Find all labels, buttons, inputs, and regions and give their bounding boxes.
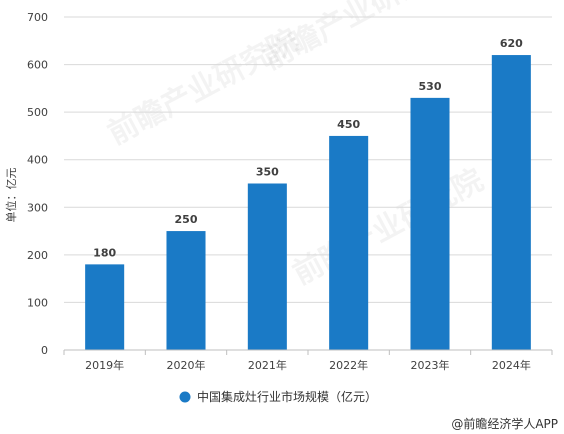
legend[interactable]: 中国集成灶行业市场规模（亿元）	[179, 389, 378, 404]
y-tick-label: 700	[27, 11, 48, 24]
bar[interactable]	[491, 55, 531, 351]
data-label: 450	[337, 118, 360, 131]
y-tick-label: 400	[27, 154, 48, 167]
y-tick-label: 100	[27, 296, 48, 309]
watermark-text: 前瞻产业研究院	[287, 163, 489, 292]
bar[interactable]	[166, 231, 206, 350]
y-tick-label: 200	[27, 249, 48, 262]
x-tick-label: 2022年	[329, 358, 368, 372]
gridlines	[64, 16, 552, 303]
x-tick-label: 2020年	[167, 358, 206, 372]
x-tick-label: 2024年	[492, 358, 531, 372]
bar[interactable]	[247, 183, 287, 351]
x-tick-label: 2021年	[248, 358, 287, 372]
legend-label: 中国集成灶行业市场规模（亿元）	[197, 389, 377, 404]
source-credit: @前瞻经济学人APP	[451, 416, 558, 431]
y-tick-label: 500	[27, 106, 48, 119]
data-label: 250	[175, 213, 198, 226]
data-label: 350	[256, 166, 279, 179]
data-label: 620	[500, 37, 523, 50]
y-tick-label: 300	[27, 201, 48, 214]
y-axis-label: 单位：亿元	[4, 168, 18, 223]
y-tick-label: 0	[41, 344, 48, 357]
bar[interactable]	[410, 97, 450, 350]
bar[interactable]	[85, 264, 125, 350]
bar-series: 180 250 350 450 530 620	[85, 37, 531, 351]
x-tick-label: 2023年	[411, 358, 450, 372]
data-label: 180	[93, 246, 116, 259]
y-tick-label: 600	[27, 59, 48, 72]
watermark-text: 前瞻产业研究院	[257, 0, 459, 77]
data-label: 530	[419, 80, 442, 93]
y-axis: 0 100 200 300 400 500 600 700	[27, 11, 48, 357]
bar[interactable]	[329, 135, 369, 350]
legend-marker	[179, 391, 191, 403]
x-axis: 2019年 2020年 2021年 2022年 2023年 2024年	[63, 350, 553, 372]
x-tick-label: 2019年	[85, 358, 124, 372]
